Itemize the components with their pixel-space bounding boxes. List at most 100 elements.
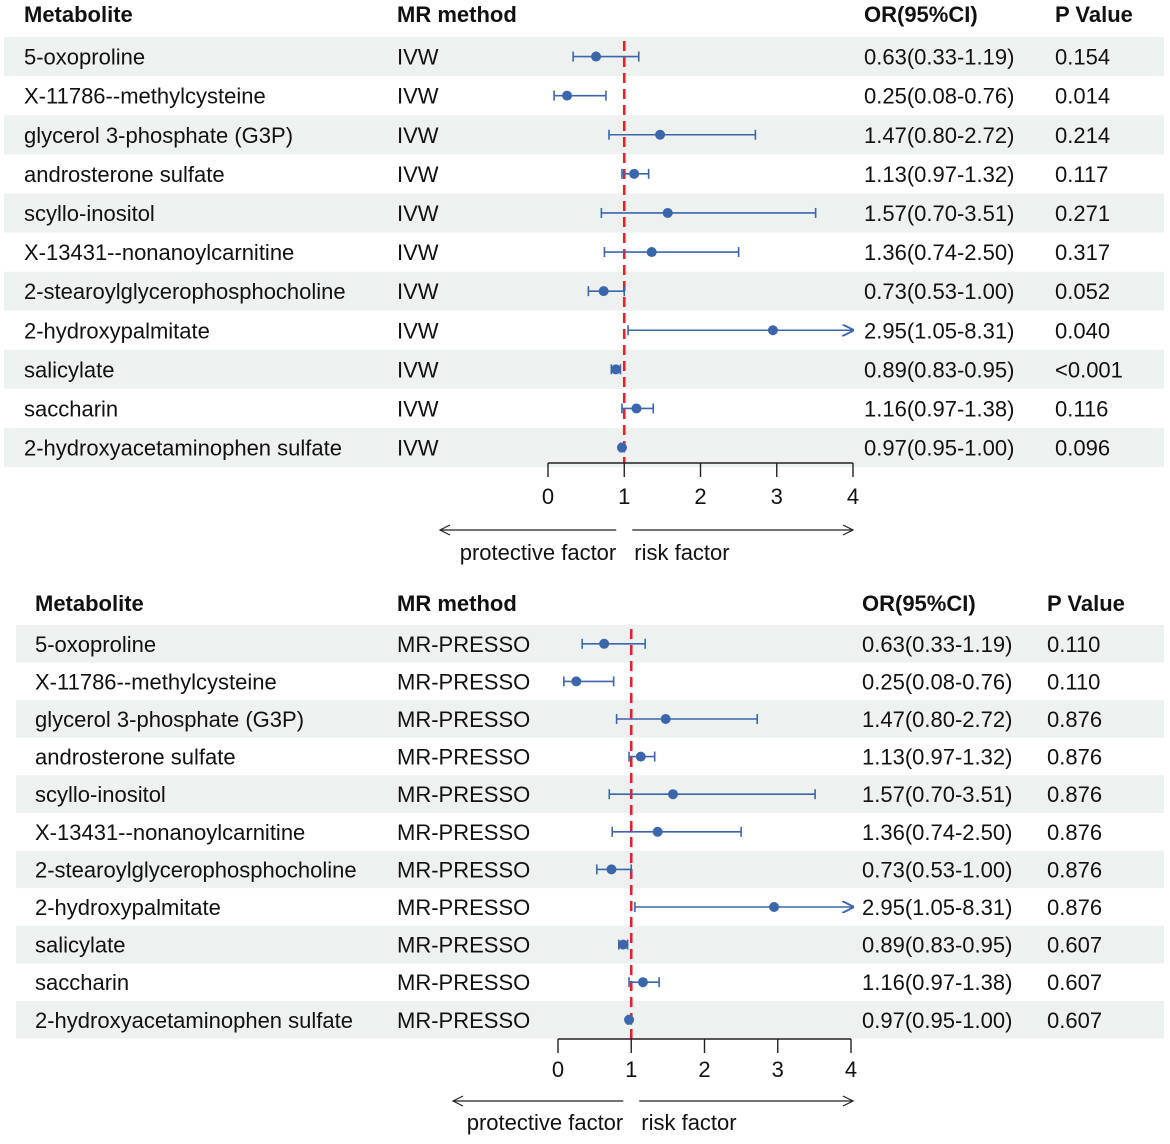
p-value-label: 0.607 [1047,933,1102,958]
method-label: MR-PRESSO [397,632,530,657]
method-label: IVW [397,45,439,70]
or-ci-label: 0.25(0.08-0.76) [862,669,1012,694]
protective-arrow-head [451,1095,464,1107]
point-estimate [631,403,642,414]
row-band [16,1001,1164,1039]
header-metabolite: Metabolite [24,2,133,27]
metabolite-label: androsterone sulfate [35,745,236,770]
header-metabolite: Metabolite [35,591,144,616]
point-estimate [624,1014,635,1025]
or-ci-label: 1.57(0.70-3.51) [864,201,1014,226]
or-ci-label: 2.95(1.05-8.31) [862,895,1012,920]
point-estimate [769,902,780,912]
metabolite-label: 2-hydroxyacetaminophen sulfate [35,1008,353,1033]
p-value-label: 0.876 [1047,745,1102,770]
or-ci-label: 1.47(0.80-2.72) [862,707,1012,732]
p-value-label: 0.014 [1055,84,1110,109]
metabolite-label: glycerol 3-phosphate (G3P) [24,123,293,148]
or-ci-label: 2.95(1.05-8.31) [864,318,1014,343]
risk-arrow-head [842,524,855,536]
header-or-ci: OR(95%CI) [864,2,978,27]
p-value-label: 0.110 [1047,669,1100,694]
method-label: MR-PRESSO [397,970,530,995]
row-band [4,349,1164,389]
method-label: MR-PRESSO [397,745,530,770]
risk-factor-label: risk factor [641,1110,736,1135]
method-label: IVW [397,240,439,265]
p-value-label: 0.876 [1047,707,1102,732]
row-band [4,193,1164,233]
point-estimate [635,751,646,762]
p-value-label: 0.876 [1047,820,1102,845]
or-ci-label: 0.63(0.33-1.19) [864,45,1014,70]
method-label: MR-PRESSO [397,933,530,958]
x-axis-tick-label: 3 [772,1057,784,1082]
p-value-label: 0.117 [1055,162,1108,187]
x-axis-tick-label: 0 [552,1057,564,1082]
row-band [4,428,1164,468]
point-estimate [562,90,573,101]
point-estimate [646,247,657,258]
x-axis-tick-label: 4 [847,484,859,509]
p-value-label: 0.214 [1055,123,1110,148]
p-value-label: 0.154 [1055,45,1110,70]
metabolite-label: scyllo-inositol [24,201,155,226]
or-ci-label: 1.13(0.97-1.32) [864,162,1014,187]
p-value-label: 0.607 [1047,1008,1102,1033]
or-ci-label: 0.97(0.95-1.00) [862,1008,1012,1033]
metabolite-label: scyllo-inositol [35,782,166,807]
protective-arrow-head [438,524,451,536]
method-label: MR-PRESSO [397,669,530,694]
or-ci-label: 1.16(0.97-1.38) [864,396,1014,421]
method-label: IVW [397,162,439,187]
protective-factor-label: protective factor [467,1110,624,1135]
point-estimate [652,826,663,837]
or-ci-label: 1.16(0.97-1.38) [862,970,1012,995]
point-estimate [660,714,671,724]
row-band [16,700,1164,738]
or-ci-label: 1.57(0.70-3.51) [862,782,1012,807]
or-ci-label: 0.97(0.95-1.00) [864,436,1014,461]
or-ci-label: 0.89(0.83-0.95) [862,933,1012,958]
metabolite-label: saccharin [24,396,118,421]
header-method: MR method [397,591,517,616]
p-value-label: 0.116 [1055,396,1108,421]
x-axis-tick-label: 1 [625,1057,637,1082]
method-label: IVW [397,357,439,382]
header-p-value: P Value [1047,591,1125,616]
row-band [16,925,1164,964]
method-label: IVW [397,279,439,304]
point-estimate [668,789,679,800]
point-estimate [616,442,627,453]
method-label: MR-PRESSO [397,1008,530,1033]
or-ci-label: 1.36(0.74-2.50) [862,820,1012,845]
method-label: MR-PRESSO [397,782,530,807]
point-estimate [606,864,617,875]
x-axis-tick-label: 4 [845,1057,857,1082]
x-axis-tick-label: 1 [618,484,630,509]
metabolite-label: salicylate [35,933,125,958]
metabolite-label: 5-oxoproline [24,45,145,70]
point-estimate [618,939,629,950]
or-ci-label: 0.63(0.33-1.19) [862,632,1012,657]
risk-arrow-head [842,1095,855,1107]
method-label: IVW [397,318,439,343]
protective-factor-label: protective factor [460,540,617,565]
method-label: MR-PRESSO [397,857,530,882]
metabolite-label: X-11786--methylcysteine [24,84,266,109]
p-value-label: <0.001 [1055,357,1123,382]
metabolite-label: X-11786--methylcysteine [35,669,277,694]
method-label: IVW [397,84,439,109]
point-estimate [599,638,610,649]
method-label: MR-PRESSO [397,707,530,732]
or-ci-label: 1.36(0.74-2.50) [864,240,1014,265]
forest-panel-1: Metabolite MR method OR(95%CI) P Value 5-oxo… [4,2,1164,565]
x-axis-tick-label: 3 [771,484,783,509]
metabolite-label: 2-hydroxypalmitate [24,318,210,343]
forest-panel-2: Metabolite MR method OR(95%CI) P Value 5-oxo… [16,591,1164,1135]
method-label: IVW [397,123,439,148]
p-value-label: 0.317 [1055,240,1110,265]
or-ci-label: 0.73(0.53-1.00) [862,857,1012,882]
method-label: MR-PRESSO [397,820,530,845]
